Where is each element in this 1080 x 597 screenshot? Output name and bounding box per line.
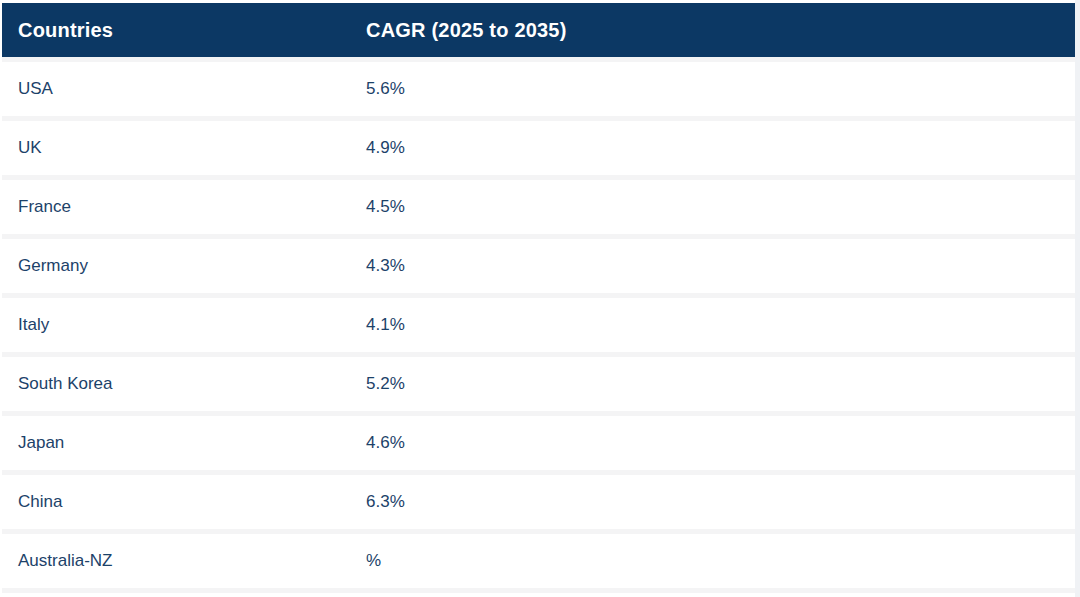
country-cell: France [2, 197, 366, 217]
table-row: Italy 4.1% [2, 298, 1075, 357]
cagr-cell: 5.2% [366, 374, 1075, 394]
table-row: China 6.3% [2, 475, 1075, 534]
country-cell: Italy [2, 315, 366, 335]
column-header-cagr: CAGR (2025 to 2035) [366, 19, 1075, 42]
country-cell: Japan [2, 433, 366, 453]
table-row: Australia-NZ % [2, 534, 1075, 593]
cagr-cell: 4.5% [366, 197, 1075, 217]
table-row: UK 4.9% [2, 121, 1075, 180]
table-row: South Korea 5.2% [2, 357, 1075, 416]
country-cell: South Korea [2, 374, 366, 394]
country-cell: China [2, 492, 366, 512]
country-cell: Australia-NZ [2, 551, 366, 571]
cagr-cell: 5.6% [366, 79, 1075, 99]
cagr-cell: 6.3% [366, 492, 1075, 512]
page: Countries CAGR (2025 to 2035) USA 5.6% U… [0, 0, 1080, 597]
column-header-countries: Countries [2, 19, 366, 42]
cagr-table: Countries CAGR (2025 to 2035) USA 5.6% U… [2, 3, 1075, 593]
country-cell: UK [2, 138, 366, 158]
table-body: USA 5.6% UK 4.9% France 4.5% Germany 4.3… [2, 62, 1075, 593]
cagr-cell: 4.3% [366, 256, 1075, 276]
page-right-gutter [1075, 0, 1080, 597]
table-row: Germany 4.3% [2, 239, 1075, 298]
cagr-cell: % [366, 551, 1075, 571]
cagr-cell: 4.6% [366, 433, 1075, 453]
cagr-cell: 4.1% [366, 315, 1075, 335]
table-row: Japan 4.6% [2, 416, 1075, 475]
cagr-cell: 4.9% [366, 138, 1075, 158]
table-row: USA 5.6% [2, 62, 1075, 121]
table-header-row: Countries CAGR (2025 to 2035) [2, 3, 1075, 62]
country-cell: Germany [2, 256, 366, 276]
table-row: France 4.5% [2, 180, 1075, 239]
country-cell: USA [2, 79, 366, 99]
